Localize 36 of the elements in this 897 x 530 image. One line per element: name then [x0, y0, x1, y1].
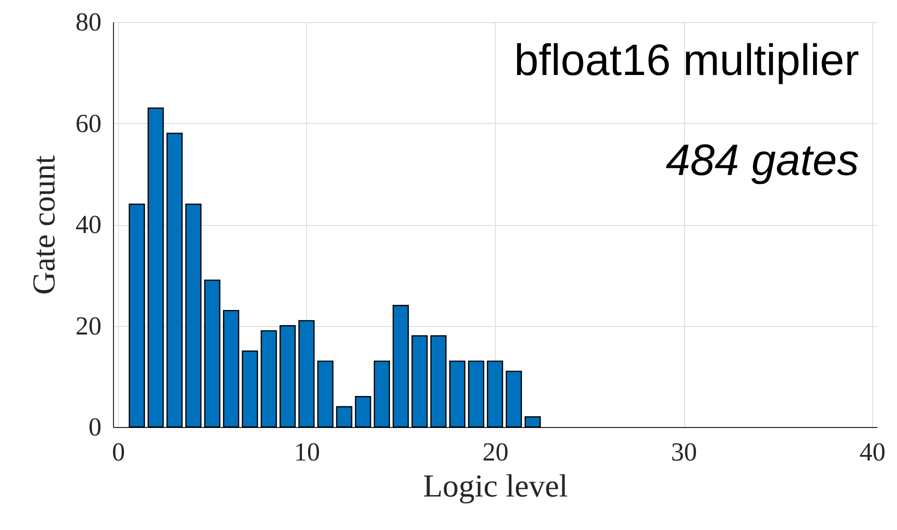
bar: [449, 360, 466, 428]
x-tick-label: 0: [112, 438, 125, 466]
y-tick-label: 40: [76, 210, 102, 239]
bar: [185, 204, 202, 428]
bar: [242, 350, 258, 428]
y-tick-label: 20: [76, 311, 102, 340]
bar: [412, 335, 428, 428]
x-axis-title: Logic level: [423, 468, 568, 504]
annotation: bfloat16 multiplier: [514, 36, 859, 85]
bar: [128, 204, 145, 428]
bar: [260, 330, 277, 428]
bar: [486, 360, 504, 428]
bar: [354, 396, 372, 428]
bar: [204, 280, 220, 428]
y-tick-label: 60: [76, 108, 102, 138]
annotation: 484 gates: [666, 136, 859, 185]
bar: [374, 360, 390, 428]
bar: [336, 406, 352, 428]
bar: [524, 416, 541, 428]
x-tick-label: 40: [860, 438, 886, 466]
bar: [317, 360, 334, 428]
x-tick-label: 30: [671, 438, 697, 466]
x-tick-label: 20: [482, 438, 508, 466]
bar: [468, 360, 484, 428]
bar: [148, 107, 164, 428]
bar: [392, 304, 409, 428]
bar: [506, 370, 522, 428]
bar: [280, 325, 296, 428]
bar: [223, 310, 240, 428]
y-axis-title: Gate count: [26, 155, 62, 295]
bar: [298, 320, 315, 428]
y-tick-label: 0: [88, 412, 102, 442]
y-tick-label: 80: [76, 8, 102, 36]
bar: [166, 132, 183, 428]
bar: [430, 335, 447, 428]
x-tick-label: 10: [294, 438, 320, 466]
